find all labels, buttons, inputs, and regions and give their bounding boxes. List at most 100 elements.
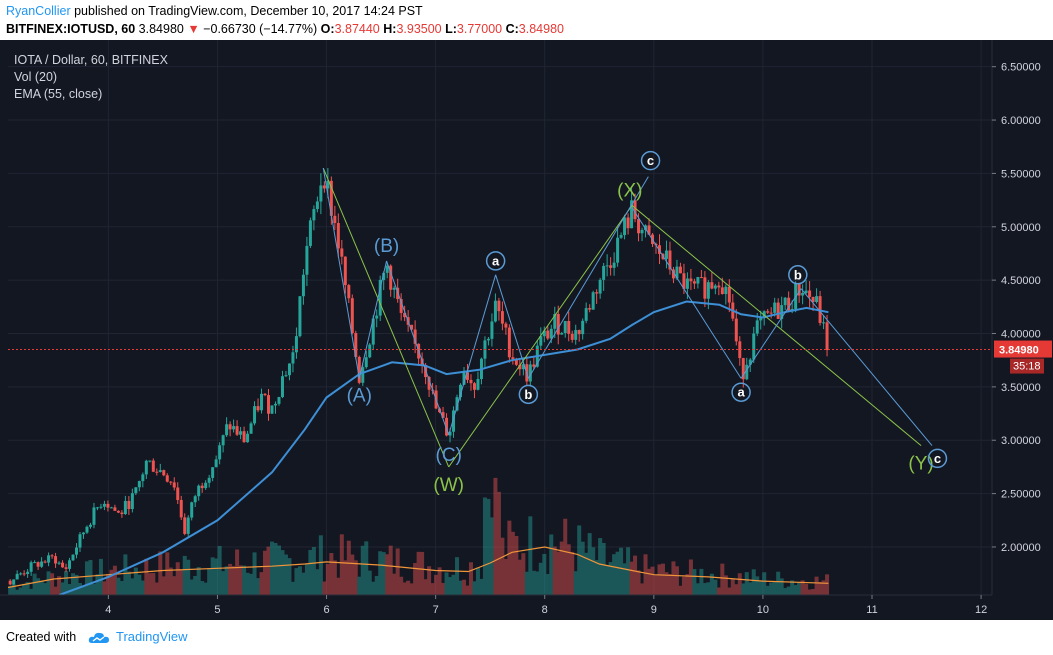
y-tick-label: 5.50000 [1001,168,1041,180]
candle-body [528,364,532,382]
volume-bar [84,561,89,595]
volume-bar [105,574,110,595]
candle-body [162,470,166,476]
volume-bar [186,559,191,595]
candle-body [612,262,616,268]
ema-study-label[interactable]: EMA (55, close) [14,87,103,101]
published-text: published on TradingView.com, December 1… [70,4,423,18]
volume-bar [210,557,215,595]
candle-body [546,330,550,339]
volume-bar [318,535,323,595]
candle-body [382,272,386,281]
volume-study-label[interactable]: Vol (20) [14,70,58,84]
volume-bar [126,571,131,595]
volume-bar [388,545,393,595]
volume-bar [524,571,529,595]
candle-body [822,322,826,324]
volume-bar [22,583,27,595]
price-chart[interactable]: (A) (B) (C) (W) (X) (Y) a b c a b c 6.50000 6.00000 5.… [0,40,1053,620]
volume-bar [137,574,142,595]
volume-bar [53,586,58,595]
candle-body [260,393,264,411]
volume-bar [444,572,449,595]
candle-body [200,485,204,489]
wave-label-text: (C) [436,445,462,466]
volume-bar [699,568,704,595]
y-tick-label: 6.00000 [1001,115,1041,127]
candle-body [462,372,466,385]
x-tick-label: 7 [433,604,439,616]
volume-bar [783,588,788,595]
wave-label-text: a [492,253,500,268]
candle-body [675,266,679,279]
candle-body [57,562,61,564]
y-tick-label: 4.50000 [1001,275,1041,287]
volume-bar [311,547,316,595]
volume-bar [660,563,665,595]
candle-body [445,417,449,436]
candle-body [333,215,337,224]
y-tick-label: 6.50000 [1001,62,1041,74]
wave-label-text: b [794,267,802,282]
wave-label-text: (W) [433,475,464,496]
tradingview-link[interactable]: TradingView [88,629,188,644]
candles [8,168,829,586]
volume-bar [224,566,229,595]
close-label: C: [505,22,519,36]
volume-bar [437,567,442,595]
candle-body [232,426,236,430]
candle-body [507,327,511,358]
wave-label: c [927,448,948,469]
volume-bar [671,561,676,595]
volume-bar [242,565,247,595]
x-tick-label: 10 [757,604,769,616]
x-tick-label: 5 [214,604,220,616]
candle-body [368,344,372,358]
volume-bar [734,584,739,595]
chart-area[interactable]: (A) (B) (C) (W) (X) (Y) a b c a b c 6.50000 6.00000 5.… [0,40,1053,620]
candle-body [301,274,305,297]
volume-bar [451,574,456,595]
candle-body [88,524,92,527]
y-tick-label: 2.50000 [1001,489,1041,501]
author-link[interactable]: RyanCollier [6,4,71,18]
volume-bar [737,573,742,595]
volume-bar [549,534,554,595]
candle-body [427,377,431,390]
volume-bar [612,554,617,595]
candle-body [532,364,536,367]
candle-body [563,321,567,334]
volume-bar [165,552,170,595]
high-label: H: [383,22,397,36]
candle-body [748,359,752,365]
volume-bar [276,545,281,595]
low-label: L: [445,22,457,36]
volume-bar [294,568,299,595]
candle-body [113,507,117,511]
wave-label: b [518,384,539,405]
candle-body [116,510,120,513]
candle-body [221,435,225,446]
volume-bar [238,565,243,595]
volume-bar [46,571,51,595]
volume-bar [629,561,634,595]
wave-label-circle [927,448,948,469]
y-tick-label: 5.00000 [1001,222,1041,234]
volume-bar [716,587,721,595]
volume-bar [591,547,596,595]
volume-bar [50,573,55,595]
candle-body [81,532,85,535]
candle-body [452,410,456,432]
volume-bar [193,576,198,595]
candle-body [183,517,187,534]
candle-body [553,314,557,329]
volume-bar [36,578,41,595]
candle-body [647,225,651,235]
y-axis-bg [992,40,1053,620]
candle-body [504,323,508,328]
candle-body [776,302,780,319]
last-price: 3.84980 [138,22,184,36]
candle-body [399,299,403,313]
candle-body [92,507,96,525]
volume-bar [273,543,278,595]
